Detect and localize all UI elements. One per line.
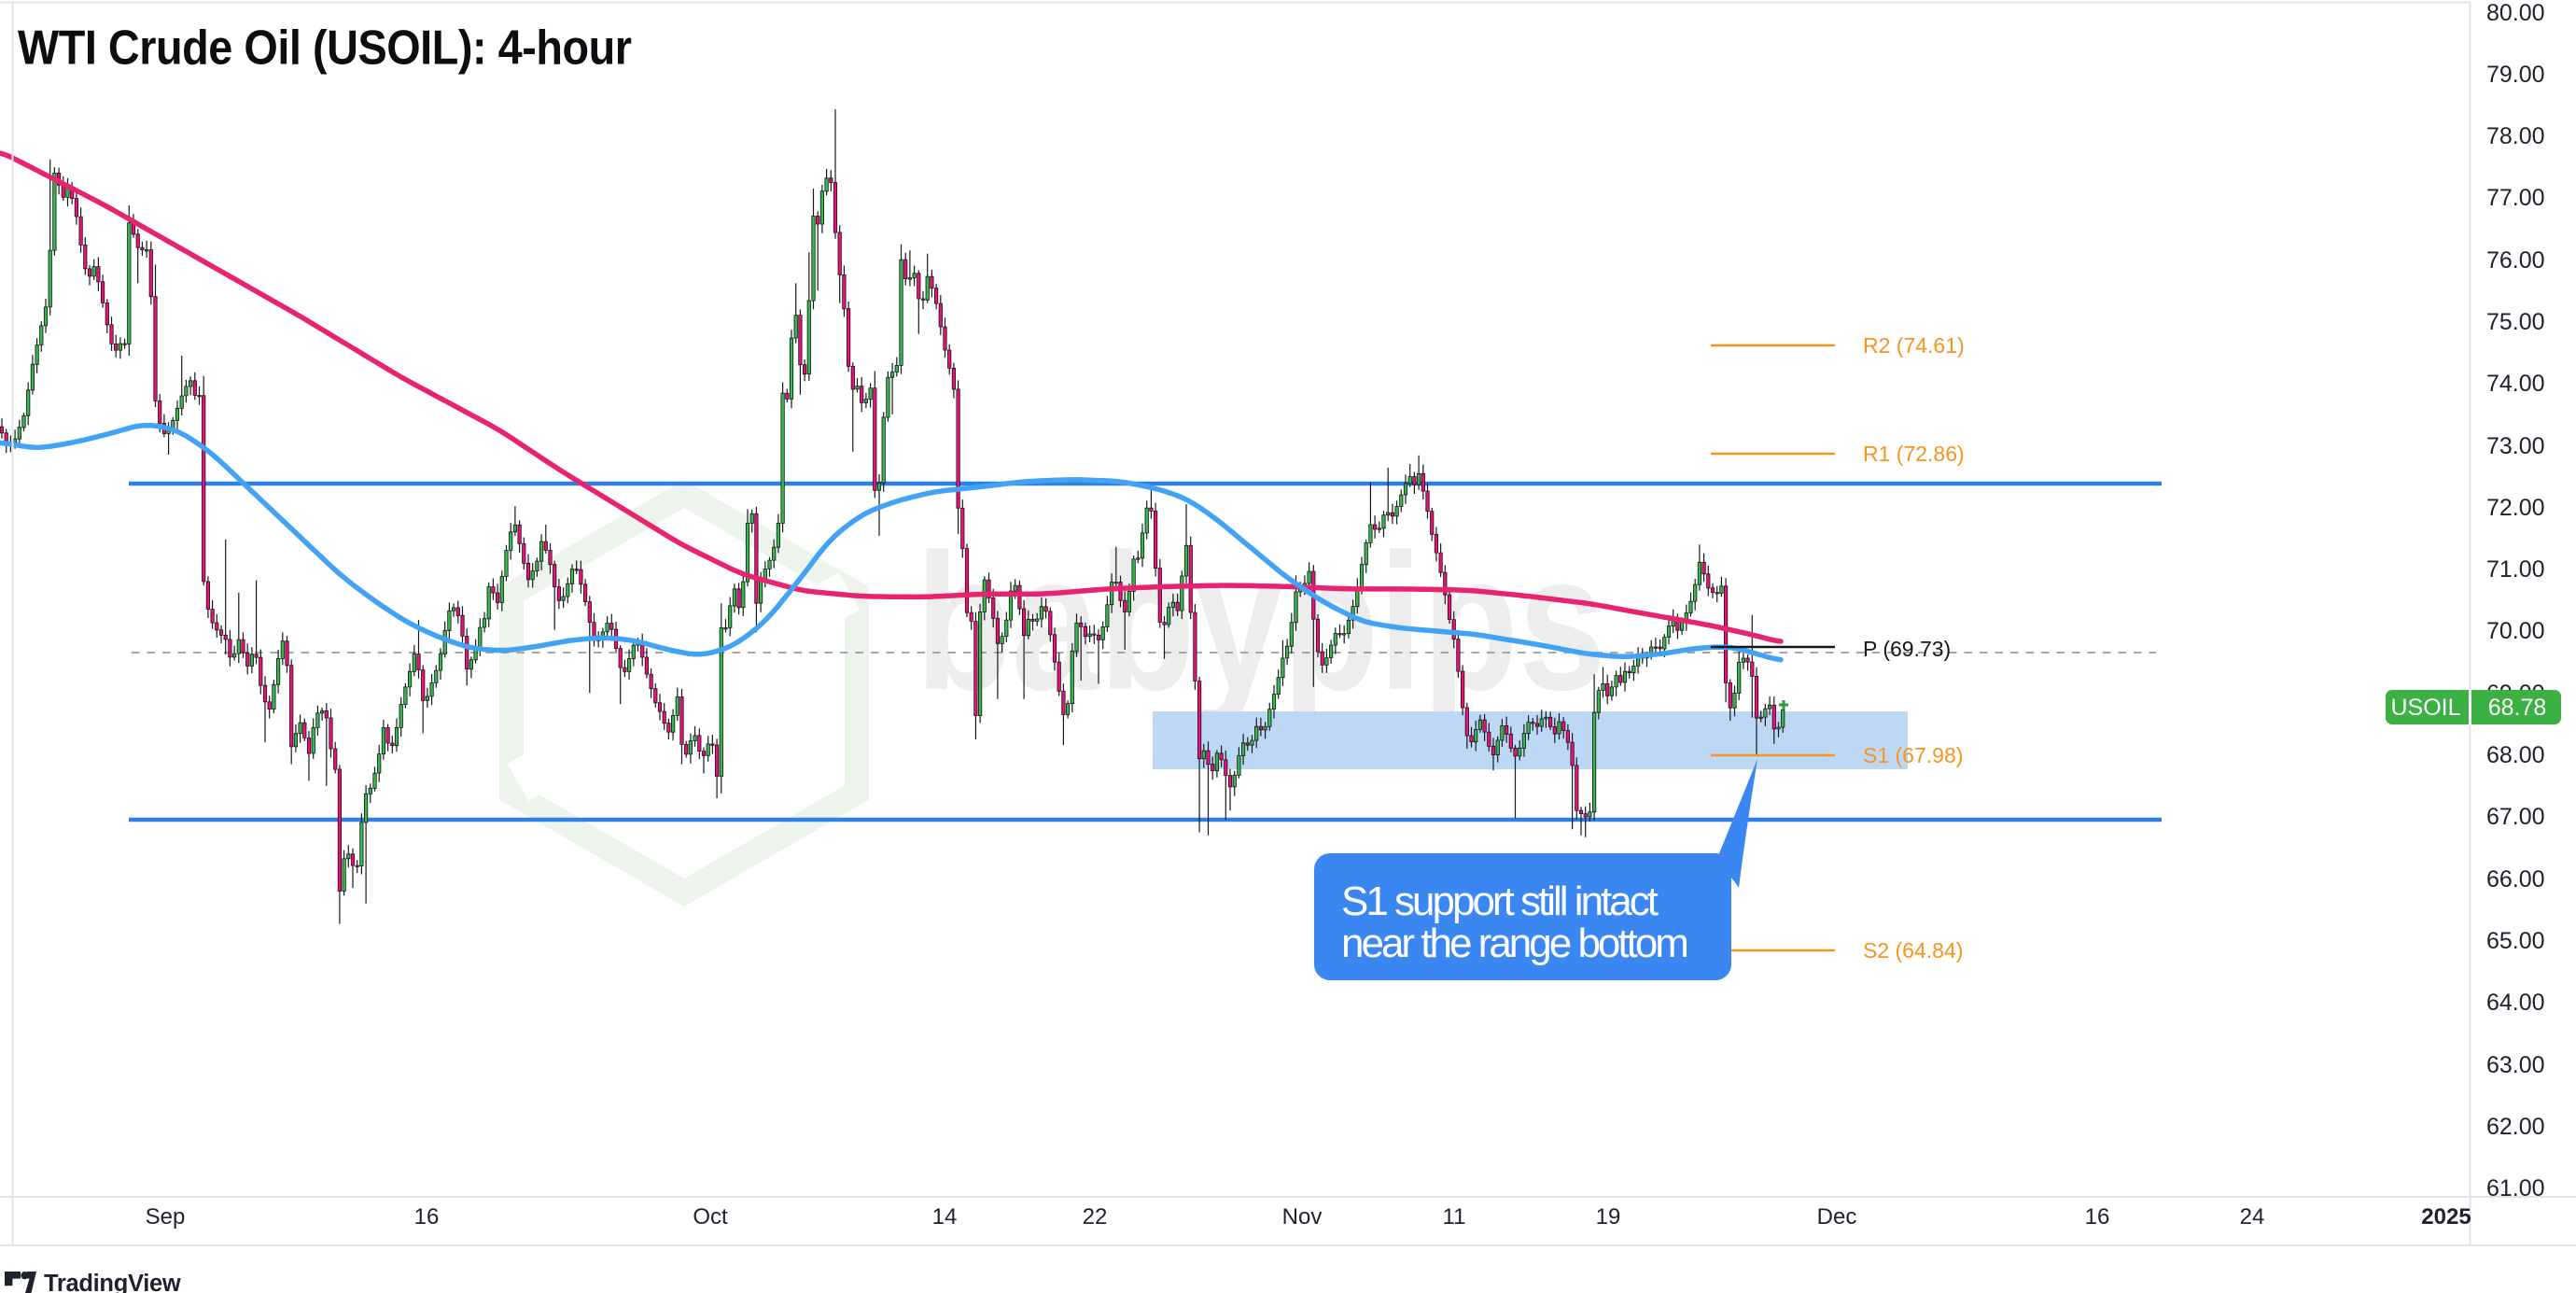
svg-text:22: 22 (1083, 1204, 1108, 1230)
svg-text:72.00: 72.00 (2486, 495, 2545, 521)
svg-text:19: 19 (1596, 1204, 1621, 1230)
svg-text:24: 24 (2240, 1204, 2265, 1230)
svg-text:babypips: babypips (916, 514, 1606, 731)
svg-text:near the range bottom: near the range bottom (1341, 921, 1687, 966)
svg-text:16: 16 (2085, 1204, 2110, 1230)
svg-text:14: 14 (932, 1204, 958, 1230)
svg-text:2025: 2025 (2421, 1204, 2471, 1230)
svg-text:Nov: Nov (1282, 1204, 1323, 1230)
svg-text:11: 11 (1443, 1204, 1466, 1230)
svg-text:S2 (64.84): S2 (64.84) (1863, 938, 1963, 963)
svg-text:61.00: 61.00 (2486, 1175, 2545, 1202)
svg-text:75.00: 75.00 (2486, 309, 2545, 335)
svg-text:USOIL: USOIL (2390, 695, 2460, 721)
svg-text:79.00: 79.00 (2486, 62, 2545, 88)
svg-text:WTI Crude Oil (USOIL): 4-hour: WTI Crude Oil (USOIL): 4-hour (18, 21, 632, 75)
svg-text:Sep: Sep (146, 1204, 186, 1230)
svg-text:S1 support still intact: S1 support still intact (1341, 878, 1659, 924)
svg-text:66.00: 66.00 (2486, 866, 2545, 892)
svg-text:63.00: 63.00 (2486, 1052, 2545, 1078)
svg-text:80.00: 80.00 (2486, 0, 2545, 26)
svg-text:16: 16 (414, 1204, 440, 1230)
svg-text:77.00: 77.00 (2486, 185, 2545, 211)
svg-text:Dec: Dec (1817, 1204, 1857, 1230)
svg-text:64.00: 64.00 (2486, 990, 2545, 1016)
svg-text:68.00: 68.00 (2486, 742, 2545, 768)
svg-text:65.00: 65.00 (2486, 928, 2545, 954)
svg-text:68.78: 68.78 (2488, 695, 2547, 721)
svg-text:76.00: 76.00 (2486, 247, 2545, 274)
svg-text:S1 (67.98): S1 (67.98) (1863, 743, 1963, 767)
svg-text:73.00: 73.00 (2486, 433, 2545, 459)
svg-text:R2 (74.61): R2 (74.61) (1863, 333, 1965, 358)
svg-text:71.00: 71.00 (2486, 556, 2545, 583)
svg-text:TradingView: TradingView (44, 1271, 181, 1293)
svg-text:P (69.73): P (69.73) (1863, 637, 1951, 661)
svg-text:R1 (72.86): R1 (72.86) (1863, 442, 1965, 466)
svg-text:74.00: 74.00 (2486, 371, 2545, 397)
svg-text:78.00: 78.00 (2486, 123, 2545, 149)
svg-text:70.00: 70.00 (2486, 618, 2545, 644)
svg-text:Oct: Oct (693, 1204, 728, 1230)
svg-text:62.00: 62.00 (2486, 1114, 2545, 1140)
svg-text:67.00: 67.00 (2486, 804, 2545, 830)
